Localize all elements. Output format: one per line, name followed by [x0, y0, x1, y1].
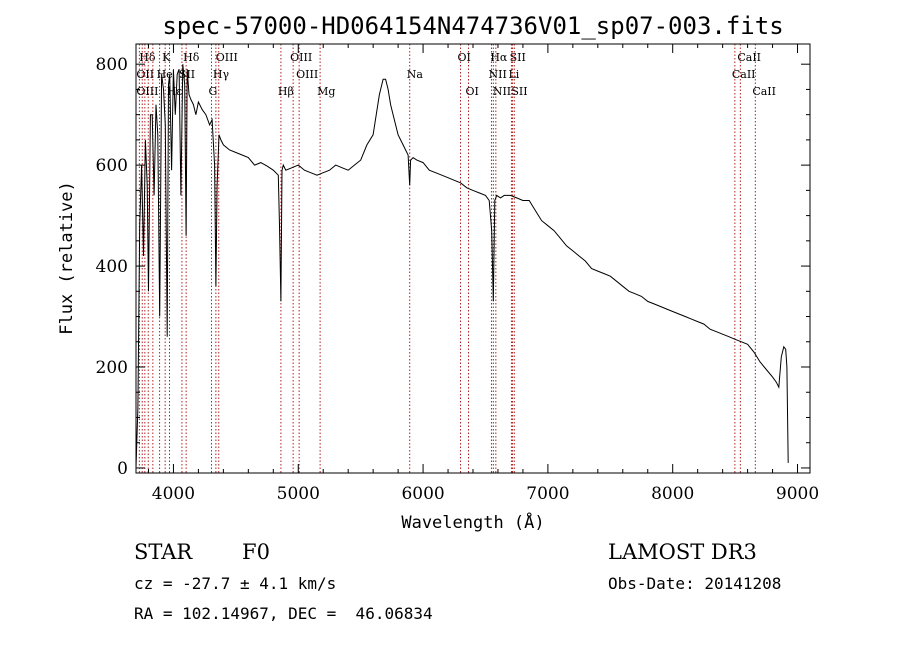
line-id-label: CaII — [732, 68, 756, 81]
line-id-label: Li — [508, 68, 519, 81]
spectrum-line — [135, 64, 789, 469]
object-type: STAR — [134, 540, 193, 564]
y-tick-label: 0 — [117, 459, 128, 479]
y-tick-label: 200 — [96, 358, 128, 378]
x-tick-label: 8000 — [651, 484, 694, 504]
y-tick-label: 600 — [96, 156, 128, 176]
chart-title: spec-57000-HD064154N474736V01_sp07-003.f… — [162, 12, 783, 40]
redshift-cz: cz = -27.7 ± 4.1 km/s — [134, 574, 337, 593]
line-id-label: Hδ — [183, 51, 200, 64]
line-id-label: OI — [466, 85, 479, 98]
x-tick-label: 7000 — [526, 484, 569, 504]
line-id-label: CaII — [737, 51, 761, 64]
line-id-label: SII — [511, 85, 527, 98]
coordinates: RA = 102.14967, DEC = 46.06834 — [134, 604, 433, 623]
x-tick-label: 5000 — [277, 484, 320, 504]
y-axis-label: Flux (relative) — [57, 181, 77, 335]
line-id-label: OIII — [296, 68, 318, 81]
line-id-label: SII — [510, 51, 526, 64]
y-tick-label: 400 — [96, 257, 128, 277]
survey-name: LAMOST DR3 — [608, 540, 757, 564]
line-id-label: CaII — [752, 85, 776, 98]
line-id-label: Na — [407, 68, 424, 81]
line-id-label: NII — [488, 68, 506, 81]
line-id-label: OIII — [290, 51, 312, 64]
line-id-label: OIII — [216, 51, 238, 64]
x-tick-label: 4000 — [152, 484, 195, 504]
line-id-label: OIII — [136, 85, 158, 98]
line-id-label: OI — [458, 51, 471, 64]
line-id-label: He — [157, 68, 173, 81]
line-id-label: Mg — [317, 85, 335, 98]
line-id-label: K — [162, 51, 171, 64]
y-tick-label: 800 — [96, 55, 128, 75]
observation-date: Obs-Date: 20141208 — [608, 574, 782, 593]
x-tick-label: 9000 — [776, 484, 819, 504]
line-id-label: G — [209, 85, 218, 98]
x-axis-label: Wavelength (Å) — [401, 511, 544, 533]
spectral-subclass: F0 — [242, 540, 270, 564]
line-id-label: NII — [493, 85, 511, 98]
line-id-label: OII — [136, 68, 154, 81]
line-id-label: Hβ — [278, 85, 294, 98]
x-tick-label: 6000 — [401, 484, 444, 504]
line-id-label: Hγ — [213, 68, 230, 81]
line-id-label: Hα — [490, 51, 508, 64]
plot-frame — [135, 43, 811, 474]
line-id-label: Hδ — [139, 51, 156, 64]
